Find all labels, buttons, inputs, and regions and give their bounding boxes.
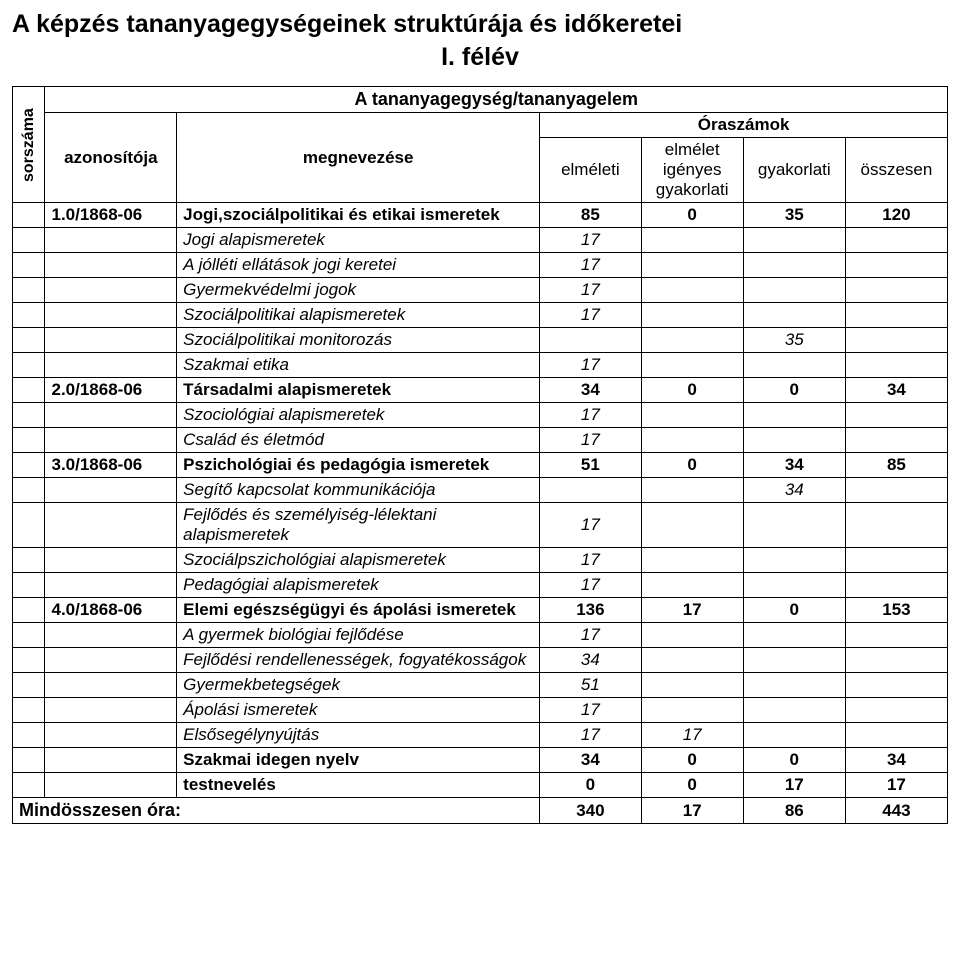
table-row: A gyermek biológiai fejlődése17 bbox=[13, 623, 948, 648]
table-row: Fejlődési rendellenességek, fogyatékossá… bbox=[13, 648, 948, 673]
row-name: Család és életmód bbox=[177, 428, 540, 453]
row-name: Gyermekbetegségek bbox=[177, 673, 540, 698]
row-id: 1.0/1868-06 bbox=[45, 203, 177, 228]
table-row: Szociálpszichológiai alapismeretek17 bbox=[13, 548, 948, 573]
header-azonositoja: azonosítója bbox=[45, 113, 177, 203]
table-row: testnevelés001717 bbox=[13, 773, 948, 798]
row-name: Szociálpolitikai alapismeretek bbox=[177, 303, 540, 328]
row-id bbox=[45, 353, 177, 378]
total-label: Mindösszesen óra: bbox=[13, 798, 540, 824]
row-id bbox=[45, 278, 177, 303]
row-name: Pedagógiai alapismeretek bbox=[177, 573, 540, 598]
header-main: A tananyagegység/tananyagelem bbox=[45, 87, 948, 113]
header-oraszamok: Óraszámok bbox=[540, 113, 948, 138]
row-name: Gyermekvédelmi jogok bbox=[177, 278, 540, 303]
table-row: Elsősegélynyújtás1717 bbox=[13, 723, 948, 748]
table-row: Segítő kapcsolat kommunikációja34 bbox=[13, 478, 948, 503]
row-id bbox=[45, 648, 177, 673]
table-row: Szociológiai alapismeretek17 bbox=[13, 403, 948, 428]
row-name: Szociálpolitikai monitorozás bbox=[177, 328, 540, 353]
row-name: testnevelés bbox=[177, 773, 540, 798]
row-name: Jogi,szociálpolitikai és etikai ismerete… bbox=[177, 203, 540, 228]
row-id bbox=[45, 303, 177, 328]
row-name: Szakmai idegen nyelv bbox=[177, 748, 540, 773]
header-elmeleti: elméleti bbox=[540, 138, 641, 203]
row-name: Szociálpszichológiai alapismeretek bbox=[177, 548, 540, 573]
row-name: Társadalmi alapismeretek bbox=[177, 378, 540, 403]
row-id bbox=[45, 723, 177, 748]
row-id bbox=[45, 478, 177, 503]
table-row: Szociálpolitikai alapismeretek17 bbox=[13, 303, 948, 328]
row-name: Elsősegélynyújtás bbox=[177, 723, 540, 748]
row-id bbox=[45, 253, 177, 278]
row-id bbox=[45, 623, 177, 648]
row-id: 4.0/1868-06 bbox=[45, 598, 177, 623]
table-row: 3.0/1868-06Pszichológiai és pedagógia is… bbox=[13, 453, 948, 478]
table-row: Pedagógiai alapismeretek17 bbox=[13, 573, 948, 598]
row-id: 2.0/1868-06 bbox=[45, 378, 177, 403]
header-gyakorlati: gyakorlati bbox=[743, 138, 845, 203]
total-row: Mindösszesen óra:3401786443 bbox=[13, 798, 948, 824]
table-row: Ápolási ismeretek17 bbox=[13, 698, 948, 723]
table-row: A jólléti ellátások jogi keretei17 bbox=[13, 253, 948, 278]
table-row: Jogi alapismeretek17 bbox=[13, 228, 948, 253]
row-name: Szakmai etika bbox=[177, 353, 540, 378]
row-id bbox=[45, 748, 177, 773]
row-name: A gyermek biológiai fejlődése bbox=[177, 623, 540, 648]
table-row: Szociálpolitikai monitorozás35 bbox=[13, 328, 948, 353]
row-name: Segítő kapcsolat kommunikációja bbox=[177, 478, 540, 503]
table-row: Gyermekbetegségek51 bbox=[13, 673, 948, 698]
row-name: Fejlődési rendellenességek, fogyatékossá… bbox=[177, 648, 540, 673]
row-id bbox=[45, 403, 177, 428]
row-id: 3.0/1868-06 bbox=[45, 453, 177, 478]
row-id bbox=[45, 573, 177, 598]
page-subtitle: I. félév bbox=[12, 43, 948, 72]
row-id bbox=[45, 428, 177, 453]
table-row: 4.0/1868-06Elemi egészségügyi és ápolási… bbox=[13, 598, 948, 623]
header-osszesen: összesen bbox=[845, 138, 947, 203]
table-row: Gyermekvédelmi jogok17 bbox=[13, 278, 948, 303]
row-name: Jogi alapismeretek bbox=[177, 228, 540, 253]
header-sorszama: sorszáma bbox=[13, 87, 45, 203]
row-id bbox=[45, 773, 177, 798]
table-row: Család és életmód17 bbox=[13, 428, 948, 453]
row-id bbox=[45, 548, 177, 573]
row-id bbox=[45, 503, 177, 548]
row-name: Szociológiai alapismeretek bbox=[177, 403, 540, 428]
table-row: Fejlődés és személyiség-lélektani alapis… bbox=[13, 503, 948, 548]
row-name: Pszichológiai és pedagógia ismeretek bbox=[177, 453, 540, 478]
table-row: Szakmai etika17 bbox=[13, 353, 948, 378]
table-row: 1.0/1868-06Jogi,szociálpolitikai és etik… bbox=[13, 203, 948, 228]
row-id bbox=[45, 698, 177, 723]
table-body: 1.0/1868-06Jogi,szociálpolitikai és etik… bbox=[13, 203, 948, 824]
table-row: Szakmai idegen nyelv340034 bbox=[13, 748, 948, 773]
row-name: Elemi egészségügyi és ápolási ismeretek bbox=[177, 598, 540, 623]
row-id bbox=[45, 673, 177, 698]
row-id bbox=[45, 228, 177, 253]
row-name: Ápolási ismeretek bbox=[177, 698, 540, 723]
curriculum-table: sorszáma A tananyagegység/tananyagelem a… bbox=[12, 86, 948, 824]
row-id bbox=[45, 328, 177, 353]
page-title: A képzés tananyagegységeinek struktúrája… bbox=[12, 10, 948, 39]
row-name: Fejlődés és személyiség-lélektani alapis… bbox=[177, 503, 540, 548]
header-megnevezese: megnevezése bbox=[177, 113, 540, 203]
table-row: 2.0/1868-06Társadalmi alapismeretek34003… bbox=[13, 378, 948, 403]
header-elmelet-igenyes: elmélet igényes gyakorlati bbox=[641, 138, 743, 203]
row-name: A jólléti ellátások jogi keretei bbox=[177, 253, 540, 278]
